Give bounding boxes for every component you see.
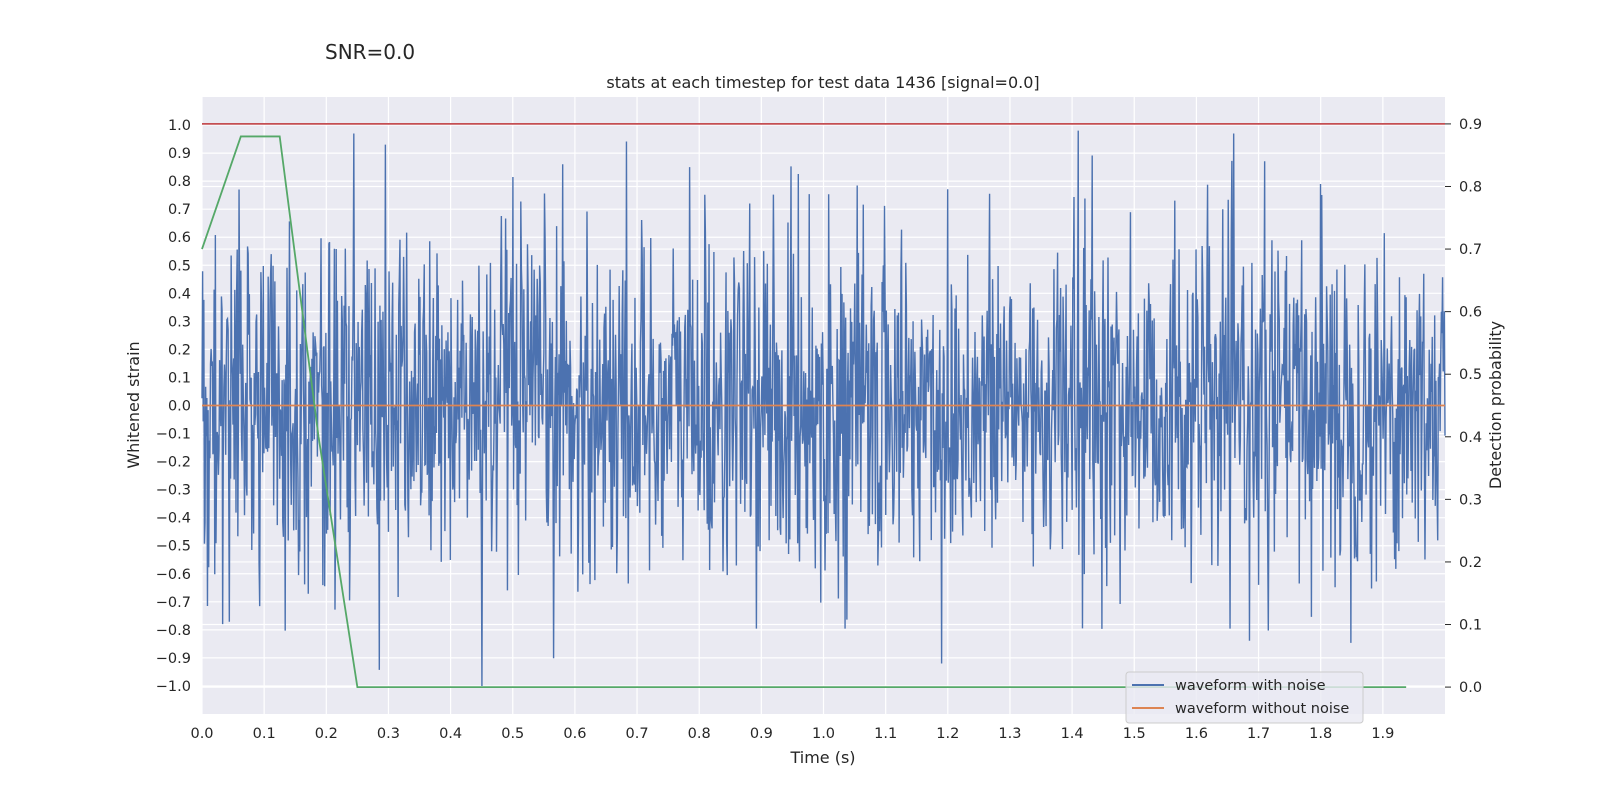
x-tick-label: 1.6 [1185,726,1208,742]
y-tick-label: −0.1 [156,427,191,443]
y-tick-label: −1.0 [156,679,191,695]
x-tick-label: 1.4 [1061,726,1084,742]
y-tick-label: −0.6 [156,567,191,583]
y2-tick-label: 0.7 [1459,242,1482,258]
y2-tick-label: 0.8 [1459,179,1482,195]
y-tick-label: −0.8 [156,623,191,639]
y-tick-label: 0.7 [168,202,191,218]
y-axis-label: Whitened strain [124,341,143,468]
y-tick-label: 0.3 [168,314,191,330]
series-waveform-with-noise [201,130,1446,686]
x-tick-label: 0.0 [190,726,213,742]
y-tick-label: −0.7 [156,595,191,611]
y-tick-label: 0.1 [168,370,191,386]
x-tick-label: 1.3 [998,726,1021,742]
y2-tick-label: 0.4 [1459,430,1482,446]
y-tick-label: 1.0 [168,118,191,134]
y-tick-label: −0.9 [156,651,191,667]
legend-box [1125,671,1364,724]
snr-label: SNR=0.0 [325,40,416,64]
x-tick-label: 0.7 [626,726,649,742]
y-tick-label: 0.4 [168,286,191,302]
x-tick-label: 0.8 [688,726,711,742]
y2-axis-label: Detection probability [1486,321,1505,489]
y2-tick-labels: 0.9 0.8 0.7 0.6 0.5 0.4 0.3 0.2 0.1 0.0 [1445,117,1482,696]
y2-tick-label: 0.1 [1459,618,1482,634]
x-tick-label: 0.5 [501,726,524,742]
y-tick-label: 0.5 [168,258,191,274]
x-tick-label: 0.4 [439,726,462,742]
y-tick-label: −0.5 [156,539,191,555]
y2-tick-label: 0.2 [1459,555,1482,571]
y2-tick-label: 0.6 [1459,305,1482,321]
legend-label-noise: waveform with noise [1175,678,1326,694]
x-tick-label: 1.8 [1309,726,1332,742]
x-tick-label: 1.5 [1123,726,1146,742]
y-tick-labels: 1.0 0.9 0.8 0.7 0.6 0.5 0.4 0.3 0.2 0.1 0.0 −0.1 −0.… [156,118,191,695]
y-tick-label: 0.0 [168,399,191,415]
x-tick-label: 1.0 [812,726,835,742]
x-tick-label: 0.9 [750,726,773,742]
y-tick-label: −0.2 [156,455,191,471]
y2-tick-label: 0.3 [1459,492,1482,508]
legend-label-clean: waveform without noise [1175,701,1349,717]
y-tick-label: 0.8 [168,174,191,190]
x-axis-label: Time (s) [789,748,855,767]
series-detection-probability [201,135,1407,688]
x-tick-labels: 0.0 0.1 0.2 0.3 0.4 0.5 0.6 0.7 0.8 0.9 1.0 1.1 1.2 1… [190,726,1394,742]
y-tick-label: 0.6 [168,230,191,246]
y-tick-label: −0.4 [156,511,191,527]
y2-tick-label: 0.9 [1459,117,1482,133]
x-tick-label: 1.2 [936,726,959,742]
x-tick-label: 0.3 [377,726,400,742]
legend: waveform with noise waveform without noi… [1125,671,1364,724]
y2-tick-label: 0.5 [1459,367,1482,383]
series-layer [201,123,1446,688]
x-tick-label: 1.1 [874,726,897,742]
y-tick-label: 0.9 [168,146,191,162]
x-tick-label: 0.6 [563,726,586,742]
y-tick-label: 0.2 [168,342,191,358]
x-tick-label: 1.9 [1371,726,1394,742]
x-tick-label: 0.1 [253,726,276,742]
chart-title: stats at each timestep for test data 143… [606,73,1039,92]
x-tick-label: 0.2 [315,726,338,742]
x-tick-label: 1.7 [1247,726,1270,742]
y2-tick-label: 0.0 [1459,680,1482,696]
y-tick-label: −0.3 [156,483,191,499]
